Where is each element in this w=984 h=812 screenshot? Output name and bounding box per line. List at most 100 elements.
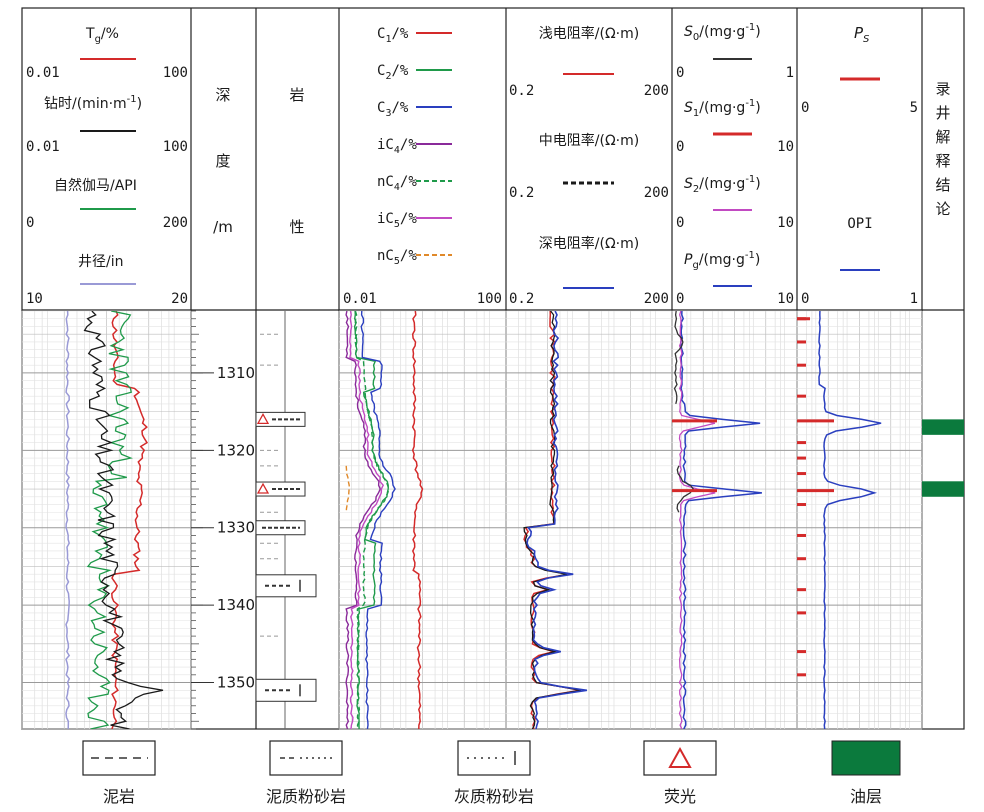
track1-header: Tg/% 0.01 100 钻时/(min·m-1) 0.01 100 自然伽马… [26,26,188,307]
depth-header-1: 深 [215,86,230,104]
c1-curve [411,311,424,729]
pg-min: 0 [676,291,684,307]
drill-time-curve [83,311,164,729]
depth-tick-label: 1310 [217,364,255,382]
legend-muddy-siltstone-label: 泥质粉砂岩 [266,787,346,806]
s0-max: 1 [786,65,794,81]
lithology-header-1: 岩 [289,86,304,104]
legend-fluorescence: 荧光 [643,740,717,806]
legend-fluorescence-label: 荧光 [664,787,696,806]
s1-title: S1/(mg·g-1) [684,98,761,119]
oil-layer-swatch [831,740,901,776]
legend-calc-siltstone: 灰质粉砂岩 [454,740,534,806]
drill-time-title: 钻时/(min·m-1) [44,94,142,112]
legend-oil-layer: 油层 [831,740,901,806]
deep-res-title: 深电阻率/(Ω·m) [539,235,639,252]
gamma-title: 自然伽马/API [54,177,137,194]
pg-title: Pg/(mg·g-1) [684,250,760,271]
c2-curve [353,311,389,729]
gas-item-label: C3/% [377,100,409,119]
oil-layer-markers [922,419,964,497]
depth-axis: 1310 1320 1330 1340 1350 [191,310,255,730]
lithology-column [255,311,317,729]
caliper-max: 20 [171,291,188,307]
s0-curve [673,311,684,405]
log-grids [21,310,923,730]
opi-curve [818,311,882,729]
ps-min: 0 [801,100,809,116]
resistivity-header: 浅电阻率/(Ω·m) 0.2 200 中电阻率/(Ω·m) 0.2 200 深电… [509,25,669,307]
ic4-curve [345,311,381,729]
nc4-curve [354,311,390,729]
tg-max: 100 [163,65,188,81]
lithology-header: 岩 性 [289,86,304,236]
opi-max: 1 [910,291,918,307]
depth-tick-label: 1330 [217,519,255,537]
legend-oil-layer-label: 油层 [850,787,882,806]
gamma-max: 200 [163,215,188,231]
ps-opi-header: PS 0 5 OPI 0 1 [801,24,918,307]
shallow-res-max: 200 [644,83,669,99]
lithology-header-2: 性 [289,218,304,236]
shallow-res-min: 0.2 [509,83,534,99]
gamma-curve [86,311,134,729]
s0-title: S0/(mg·g-1) [684,22,761,43]
fluorescence-swatch [643,740,717,776]
tg-title: Tg/% [85,26,119,45]
caliper-min: 10 [26,291,43,307]
caliper-curve [65,311,71,729]
drill-time-min: 0.01 [26,139,60,155]
fluorescence-icon [256,413,270,425]
ic5-curve [349,311,385,729]
gas-max: 100 [477,291,502,307]
conclusion-char-2: 井 [935,104,950,122]
fluorescence-icon [256,482,270,494]
s2-curve [678,311,716,729]
gas-min: 0.01 [343,291,377,307]
c3-curve [360,311,396,729]
deep-res-max: 200 [644,291,669,307]
conclusion-char-1: 录 [935,80,950,98]
deep-res-min: 0.2 [509,291,534,307]
legend: 泥岩 泥质粉砂岩 灰质粉砂岩 荧光 油层 [82,740,901,806]
ps-max: 5 [910,100,918,116]
oil-layer-band [922,481,964,497]
drill-time-max: 100 [163,139,188,155]
shallow-res-title: 浅电阻率/(Ω·m) [539,25,639,42]
conclusion-char-5: 结 [935,176,950,194]
caliper-title: 井径/in [78,254,123,270]
s2-min: 0 [676,215,684,231]
s2-title: S2/(mg·g-1) [684,174,761,195]
gamma-min: 0 [26,215,34,231]
s0-min: 0 [676,65,684,81]
tg-curve [110,311,149,729]
gas-item-label: iC5/% [377,211,417,230]
conclusion-char-3: 解 [935,128,950,146]
ps-title: PS [854,24,870,45]
gas-item-label: nC5/% [377,248,417,267]
depth-tick-label: 1350 [217,674,255,692]
conclusion-char-6: 论 [935,200,950,218]
conclusion-char-4: 释 [935,152,950,170]
depth-tick-label: 1340 [217,596,255,614]
legend-calc-siltstone-label: 灰质粉砂岩 [454,787,534,806]
s1-min: 0 [676,139,684,155]
opi-min: 0 [801,291,809,307]
calc-siltstone-swatch [457,740,531,776]
depth-tick-label: 1320 [217,441,255,459]
s0-curve-lower [676,465,695,513]
depth-header-2: 度 [215,152,230,170]
pyrolysis-header: S0/(mg·g-1) 0 1 S1/(mg·g-1) 0 10 S2/(mg·… [676,22,794,307]
gas-item-label: C1/% [377,26,409,45]
medium-res-max: 200 [644,185,669,201]
log-curves [65,311,882,729]
s2-max: 10 [777,215,794,231]
depth-header-3: /m [213,218,233,236]
legend-muddy-siltstone: 泥质粉砂岩 [266,740,346,806]
medium-res-title: 中电阻率/(Ω·m) [539,132,639,149]
s1-max: 10 [777,139,794,155]
gas-item-label: C2/% [377,63,409,82]
gas-header: C1/% C2/% C3/% iC4/% nC4/% iC5/% nC5/% [377,26,452,267]
legend-mudstone-label: 泥岩 [103,787,135,806]
